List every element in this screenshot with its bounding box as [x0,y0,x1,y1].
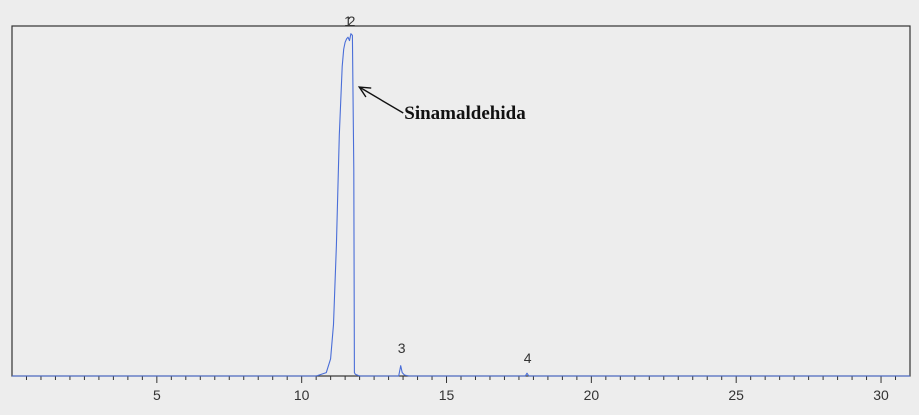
peak-labels: 12 3 4 [344,13,532,366]
x-axis-tick-labels: 5 10 15 20 25 30 [153,387,889,403]
x-tick-label-20: 20 [584,387,600,403]
annotation: Sinamaldehida [357,86,526,124]
peak-label-4: 4 [524,350,532,366]
x-tick-label-15: 15 [439,387,455,403]
x-tick-label-25: 25 [728,387,744,403]
annotation-arrow [358,86,404,114]
peak-label-1: 1 [344,13,352,29]
chromatogram-traces [12,33,910,377]
annotation-label: Sinamaldehida [404,103,526,124]
chromatogram-trace-1 [12,33,910,377]
x-tick-label-10: 10 [294,387,310,403]
peak-label-2: 2 [348,13,356,29]
x-axis-ticks [25,376,897,383]
x-tick-label-30: 30 [873,387,889,403]
x-tick-label-5: 5 [153,387,161,403]
annotation-arrowhead [357,86,372,98]
peak-label-3: 3 [398,340,406,356]
